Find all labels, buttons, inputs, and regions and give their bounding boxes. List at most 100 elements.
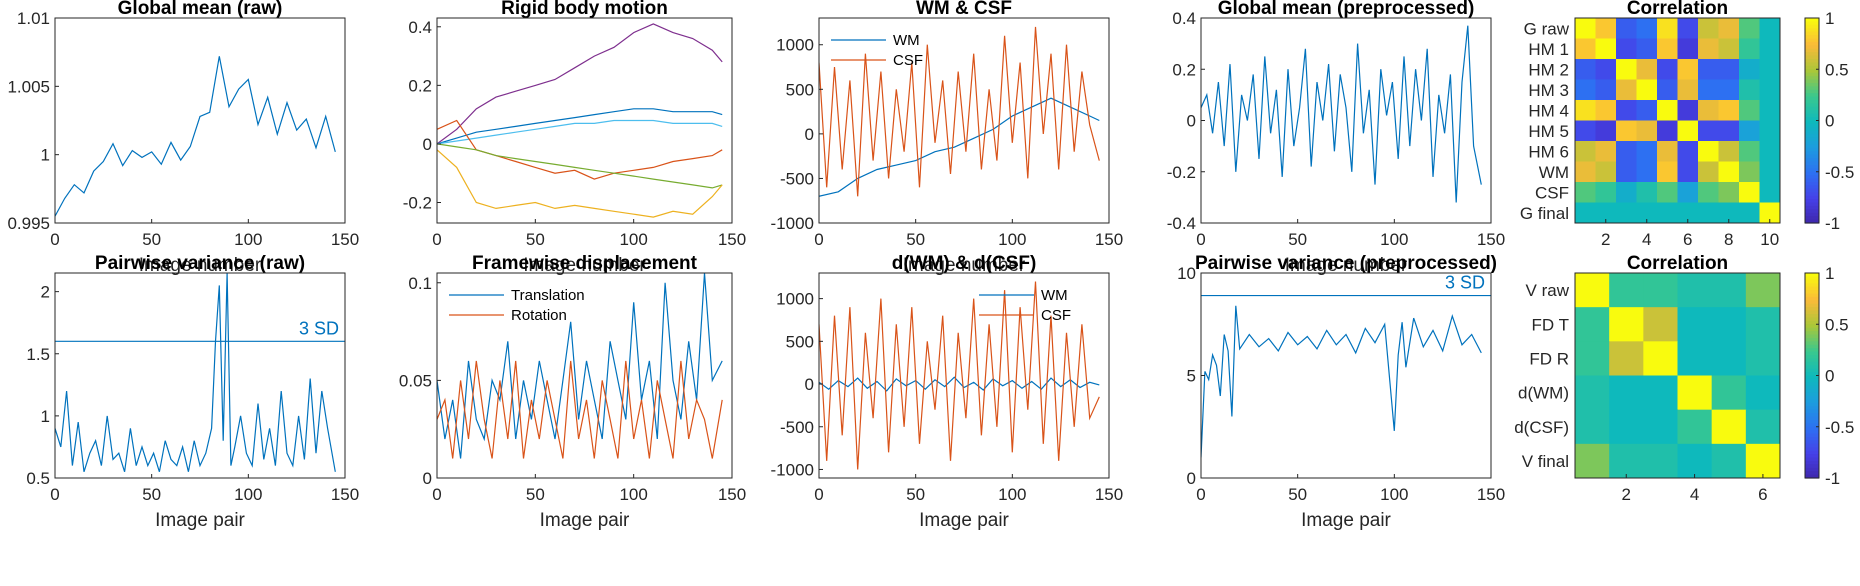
series-line-2 (819, 281, 1100, 470)
colorbar-tick-label: 0.5 (1825, 60, 1849, 79)
series-line-1 (1201, 305, 1482, 458)
row-label: V final (1522, 452, 1569, 471)
colorbar-segment (1805, 324, 1819, 329)
heatmap-cell (1643, 273, 1678, 308)
colorbar-segment (1805, 419, 1819, 424)
y-tick-label: 0.995 (7, 214, 50, 233)
colorbar-segment (1805, 144, 1819, 149)
heatmap-cell (1739, 202, 1760, 224)
heatmap-cell (1609, 341, 1644, 376)
heatmap-cell (1616, 182, 1637, 203)
colorbar-segment (1805, 69, 1819, 74)
heatmap-cell (1718, 79, 1740, 101)
colorbar-segment (1805, 423, 1819, 428)
x-axis-label: Image pair (155, 510, 245, 531)
colorbar-segment (1805, 199, 1819, 204)
x-axis-label: Image pair (1301, 510, 1391, 531)
heatmap-cell (1595, 38, 1617, 60)
heatmap-cell (1677, 202, 1699, 224)
x-axis-label: Image pair (919, 510, 1009, 531)
legend-entry: Translation (511, 287, 585, 304)
x-tick-label: 100 (619, 485, 647, 504)
colorbar-segment (1805, 35, 1819, 40)
heatmap-cell (1739, 141, 1760, 162)
y-tick-label: 500 (786, 332, 814, 351)
heatmap-cell (1609, 443, 1644, 479)
chart-title: WM & CSF (916, 0, 1012, 19)
row-label: d(CSF) (1514, 418, 1569, 437)
heatmap-cell (1575, 182, 1596, 203)
heatmap-cell (1575, 375, 1610, 411)
chart-title: Correlation (1627, 0, 1728, 19)
heatmap-cell (1711, 341, 1747, 376)
row-label: G final (1520, 204, 1569, 223)
heatmap-cell (1745, 307, 1781, 342)
colorbar-segment (1805, 24, 1819, 29)
heatmap-cell (1718, 120, 1740, 142)
heatmap-cell (1643, 375, 1678, 411)
colorbar-segment (1805, 205, 1819, 210)
heatmap-cell (1595, 100, 1617, 121)
y-tick-label: 2 (41, 283, 50, 302)
x-tick-label: 150 (1095, 485, 1123, 504)
chart-title: Global mean (raw) (118, 0, 283, 19)
y-tick-label: 0 (1187, 469, 1196, 488)
colorbar-segment (1805, 464, 1819, 469)
heatmap-cell (1698, 182, 1719, 203)
y-tick-label: 0 (805, 375, 814, 394)
colorbar-segment (1805, 28, 1819, 33)
colorbar-segment (1805, 134, 1819, 139)
y-tick-label: 0.4 (1172, 9, 1196, 28)
colorbar-segment (1805, 154, 1819, 159)
heatmap-cell (1759, 79, 1781, 101)
colorbar-segment (1805, 279, 1819, 284)
colorbar-segment (1805, 18, 1819, 23)
chart-title: Pairwise variance (raw) (95, 253, 305, 274)
x-tick-label: 50 (526, 485, 545, 504)
colorbar-segment (1805, 151, 1819, 156)
heatmap-cell (1677, 182, 1699, 203)
heatmap-cell (1636, 202, 1658, 224)
x-tick-label: 100 (1380, 230, 1408, 249)
colorbar-segment (1805, 396, 1819, 401)
row-label: FD R (1529, 349, 1569, 368)
heatmap-cell (1677, 79, 1699, 101)
colorbar-segment (1805, 365, 1819, 370)
colorbar-segment (1805, 300, 1819, 305)
y-tick-label: 1.01 (17, 9, 50, 28)
heatmap-cell (1718, 18, 1740, 39)
colorbar-segment (1805, 41, 1819, 46)
x-tick-label: 0 (432, 485, 441, 504)
heatmap-cell (1657, 18, 1678, 39)
x-tick-label: 100 (234, 230, 262, 249)
colorbar-segment (1805, 106, 1819, 111)
row-label: HM 5 (1528, 122, 1569, 141)
colorbar-tick-label: 0 (1825, 112, 1834, 131)
heatmap-cell (1759, 161, 1781, 183)
colorbar-segment (1805, 368, 1819, 373)
heatmap-cell (1636, 18, 1658, 39)
heatmap-cell (1575, 100, 1596, 121)
chart-panel-4: Global mean (preprocessed) 0 50 100 150 -0.4 -… (1167, 0, 1505, 276)
x-tick-label: 6 (1758, 485, 1767, 504)
axes-box (436, 17, 733, 224)
x-axis-label: Image number (1285, 255, 1408, 276)
heatmap-cell (1609, 307, 1644, 342)
series-line-1 (437, 23, 723, 145)
legend-entry: WM (893, 32, 920, 49)
x-tick-label: 2 (1601, 230, 1610, 249)
series-line-6 (437, 149, 723, 218)
x-tick-label: 50 (906, 230, 925, 249)
colorbar-tick-label: -0.5 (1825, 418, 1854, 437)
heatmap-cell (1677, 59, 1699, 80)
heatmap-cell (1636, 120, 1658, 142)
heatmap-cell (1698, 161, 1719, 183)
x-tick-label: 50 (142, 485, 161, 504)
y-tick-label: 0.1 (408, 274, 432, 293)
colorbar-segment (1805, 348, 1819, 353)
x-tick-label: 10 (1760, 230, 1779, 249)
heatmap-cell (1745, 443, 1781, 479)
y-tick-label: 1 (41, 146, 50, 165)
series-line-5 (437, 143, 723, 189)
series-line-1 (819, 97, 1100, 197)
